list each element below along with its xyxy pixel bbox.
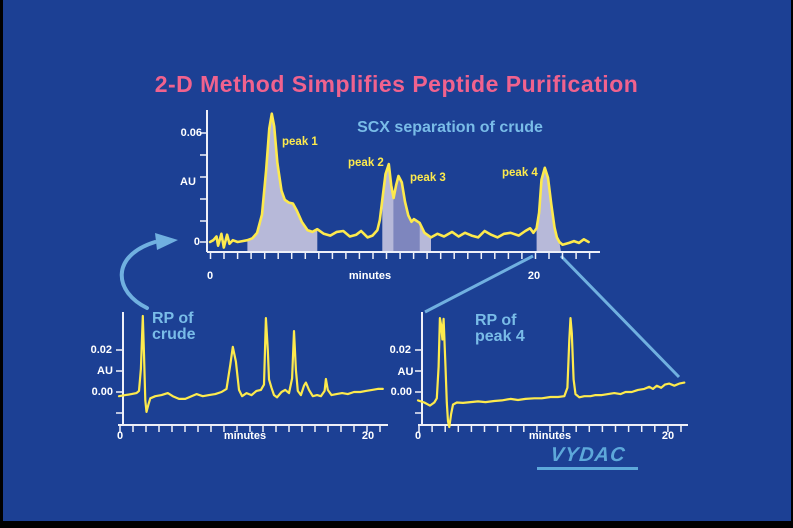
slide-background	[3, 0, 791, 521]
scx-chart-title: SCX separation of crude	[357, 119, 543, 136]
collected-fraction-fill-2	[393, 176, 420, 252]
scx-x-zero-label: 0	[206, 270, 214, 282]
rp-peak4-chart-plot	[415, 312, 688, 432]
peak-3-label: peak 3	[410, 172, 446, 184]
rp-peak4-y-zero-label: 0.00	[390, 386, 412, 398]
curved-arrow-head	[155, 233, 178, 250]
rp-peak4-title-line1: RP of	[475, 312, 517, 329]
zoom-line-right	[559, 254, 681, 379]
peak-2-label: peak 2	[348, 157, 384, 169]
rp-peak4-x-zero-label: 0	[414, 430, 422, 442]
rp-peak4-x-max-label: 20	[661, 430, 675, 442]
vydac-logo-underline	[537, 467, 638, 470]
rp-crude-y-max-label: 0.02	[90, 344, 112, 356]
curved-arrow	[119, 240, 157, 310]
rp-peak4-chart-title: RP of peak 4	[475, 313, 525, 345]
scx-chart-plot	[200, 110, 600, 259]
scx-y-zero-label: 0	[193, 236, 200, 248]
rp-crude-y-zero-label: 0.00	[91, 386, 113, 398]
zoom-line-left	[424, 254, 534, 314]
rp-crude-title-line2: crude	[152, 326, 196, 343]
chromatogram-trace	[117, 314, 384, 413]
scx-y-axis-unit: AU	[180, 176, 196, 188]
slide-title: 2-D Method Simplifies Peptide Purificati…	[154, 71, 639, 97]
chromatogram-trace	[416, 317, 686, 429]
rp-crude-x-axis-label: minutes	[223, 430, 267, 442]
rp-peak4-title-line2: peak 4	[475, 328, 525, 345]
rp-crude-chart-plot	[116, 312, 388, 432]
peak-1-label: peak 1	[282, 136, 318, 148]
rp-crude-y-axis-unit: AU	[97, 365, 113, 377]
rp-crude-x-zero-label: 0	[116, 430, 124, 442]
scx-y-max-label: 0.06	[180, 127, 202, 139]
chromatogram-trace	[208, 112, 590, 249]
rp-peak4-y-axis-unit: AU	[397, 366, 414, 378]
rp-peak4-x-axis-label: minutes	[528, 430, 572, 442]
rp-crude-title-line1: RP of	[152, 310, 194, 327]
rp-crude-x-max-label: 20	[361, 430, 375, 442]
vydac-logo: VYDAC	[549, 444, 627, 466]
peak-4-label: peak 4	[502, 167, 538, 179]
scx-x-axis-label: minutes	[348, 270, 392, 282]
rp-crude-chart-title: RP of crude	[152, 311, 196, 343]
rp-peak4-y-max-label: 0.02	[389, 344, 411, 356]
scx-x-max-label: 20	[527, 270, 541, 282]
